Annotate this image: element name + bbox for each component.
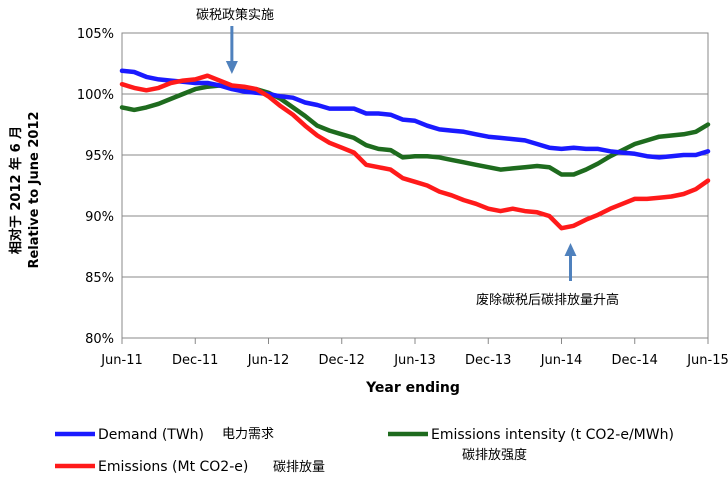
annotation-carbon-tax-repeal: 废除碳税后碳排放量升高 xyxy=(476,292,619,308)
y-tick-label: 90% xyxy=(85,210,114,225)
y-tick-label: 85% xyxy=(85,271,114,286)
series-line-2 xyxy=(119,73,711,231)
series-line-0 xyxy=(119,68,711,160)
x-tick-label: Dec-13 xyxy=(465,353,511,368)
x-tick-label: Jun-12 xyxy=(247,353,290,368)
x-tick-label: Dec-12 xyxy=(319,353,365,368)
gridlines xyxy=(122,32,708,339)
x-tick-label: Dec-11 xyxy=(172,353,218,368)
y-axis-label-cn: 相对于 2012 年 6 月 xyxy=(8,126,24,254)
series-lines xyxy=(119,68,711,231)
legend-label-cn-2: 碳排放量 xyxy=(273,460,325,475)
annotation-arrow-up-icon xyxy=(564,243,577,256)
x-tick-label: Jun-11 xyxy=(100,353,143,368)
x-tick-label: Jun-14 xyxy=(540,353,583,368)
legend-label-cn-0: 电力需求 xyxy=(222,427,274,442)
x-axis-label: Year ending xyxy=(365,380,460,396)
x-tick-label: Jun-15 xyxy=(686,353,728,368)
annotation-arrow-down-icon xyxy=(225,61,238,74)
y-tick-label: 105% xyxy=(77,27,114,42)
y-axis-label: Relative to June 2012 xyxy=(27,111,42,268)
y-tick-label: 80% xyxy=(85,332,114,347)
y-axis-ticks: 80% 85% 90% 95% 100% 105% xyxy=(77,27,114,347)
legend-label-2: Emissions (Mt CO2-e) xyxy=(98,459,248,475)
legend-label-1: Emissions intensity (t CO2-e/MWh) xyxy=(431,427,674,443)
legend: Demand (TWh) 电力需求 Emissions intensity (t C… xyxy=(55,427,674,475)
x-tick-label: Dec-14 xyxy=(612,353,658,368)
annotation-carbon-tax: 碳税政策实施 xyxy=(196,7,274,23)
legend-label-cn-1: 碳排放强度 xyxy=(462,447,527,463)
y-tick-label: 100% xyxy=(77,88,114,103)
y-tick-label: 95% xyxy=(85,149,114,164)
x-tick-label: Jun-13 xyxy=(393,353,436,368)
x-axis-ticks: Jun-11 Dec-11 Jun-12 Dec-12 Jun-13 Dec-13 Jun-… xyxy=(100,338,728,368)
legend-label-0: Demand (TWh) xyxy=(98,427,204,443)
